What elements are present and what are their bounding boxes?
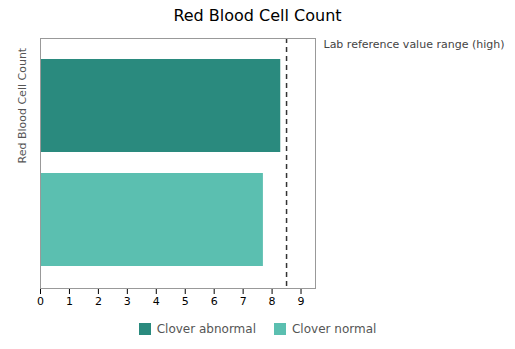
html-text:Clover abnormal: Clover abnormal (156, 322, 256, 336)
svg-text:0: 0 (37, 295, 44, 308)
svg-text:6: 6 (211, 295, 218, 308)
svg-text:7: 7 (240, 295, 247, 308)
svg-text:3: 3 (124, 295, 131, 308)
svg-text:Red Blood Cell Count: Red Blood Cell Count (16, 47, 29, 163)
svg-text:1: 1 (66, 295, 73, 308)
svg-text:2: 2 (95, 295, 102, 308)
svg-text:5: 5 (182, 295, 189, 308)
html-text:Red Blood Cell Count: Red Blood Cell Count (173, 6, 342, 25)
html-text:Clover normal: Clover normal (292, 322, 377, 336)
svg-text:4: 4 (153, 295, 160, 308)
svg-text:9: 9 (298, 295, 305, 308)
svg-text:8: 8 (269, 295, 276, 308)
svg-text:Lab reference value range (hig: Lab reference value range (high) (324, 38, 505, 51)
